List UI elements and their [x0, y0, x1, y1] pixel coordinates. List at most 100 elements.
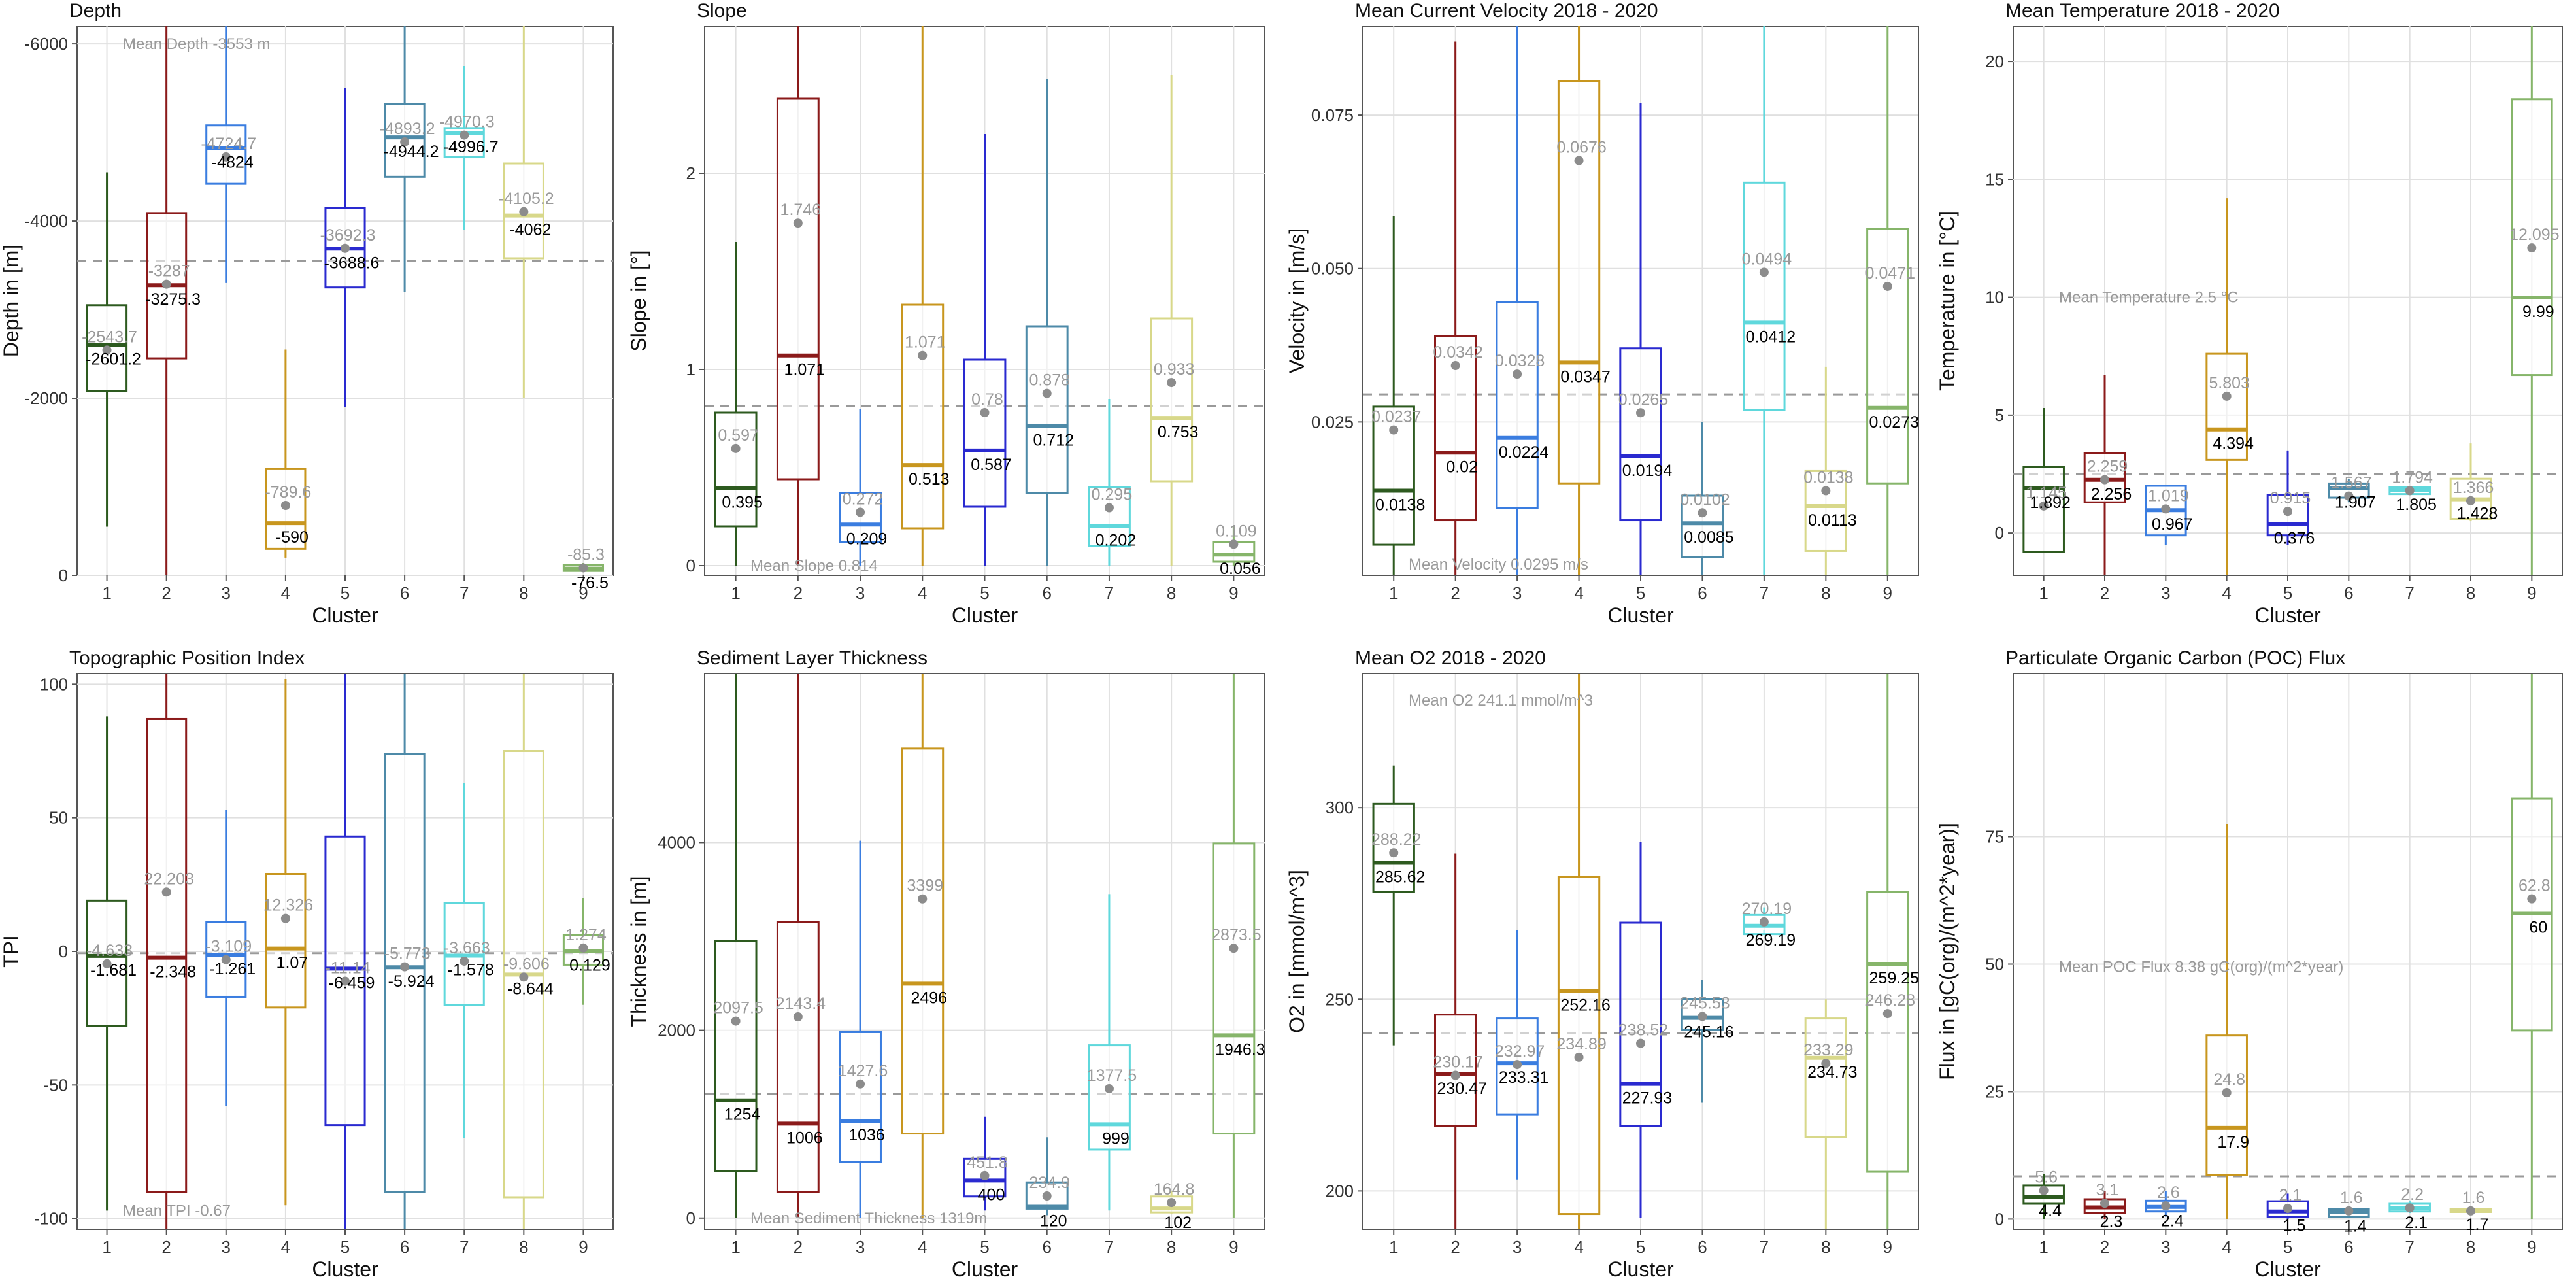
y-tick-label: 15 [1985, 169, 2004, 189]
mean-label: -3.109 [205, 938, 252, 956]
mean-point [2039, 501, 2049, 511]
box-iqr [1866, 228, 1909, 485]
y-tick-label: -100 [34, 1209, 68, 1229]
mean-point [341, 243, 350, 253]
y-tick-label: 0 [59, 942, 68, 961]
mean-label: -4.633 [86, 942, 133, 960]
box-cluster-5 [324, 88, 366, 407]
median-label: 285.62 [1375, 868, 1425, 886]
mean-point [1104, 503, 1114, 513]
median-label: 1.07 [276, 954, 309, 972]
mean-point [2222, 391, 2232, 401]
box-cluster-2 [1434, 853, 1477, 1229]
median-label: 0.02 [1446, 458, 1478, 476]
panel-8: Particulate Organic Carbon (POC) Flux025… [1935, 647, 2563, 1279]
median-label: 0.376 [2274, 530, 2315, 548]
box-cluster-7 [2388, 1201, 2431, 1214]
box-cluster-9 [1866, 674, 1909, 1229]
overall-mean-label: Mean O2 241.1 mmol/m^3 [1409, 692, 1593, 709]
y-tick-label: -6000 [25, 34, 69, 54]
median-label: -4824 [212, 153, 254, 171]
x-axis-title: Cluster [1607, 1257, 1674, 1279]
x-tick-label: 5 [980, 1237, 989, 1257]
y-tick-label: 50 [49, 808, 68, 828]
box-iqr [1557, 80, 1601, 485]
mean-label: 0.0342 [1433, 343, 1482, 362]
mean-label: 0.295 [1092, 486, 1133, 504]
mean-point [221, 152, 231, 162]
median-label: 102 [1164, 1214, 1192, 1232]
box-cluster-2 [146, 26, 188, 575]
mean-label: 2.2 [2401, 1185, 2424, 1204]
mean-label: 245.53 [1680, 994, 1730, 1012]
box-cluster-6 [1681, 980, 1724, 1103]
mean-point [1167, 378, 1177, 388]
panel-title: Mean Current Velocity 2018 - 2020 [1355, 0, 1658, 22]
box-cluster-8 [503, 26, 544, 399]
box-iqr [1088, 486, 1131, 547]
box-cluster-1 [714, 242, 758, 566]
mean-point [2405, 1203, 2415, 1213]
mean-label: 0.109 [1216, 522, 1257, 540]
mean-label: 0.597 [718, 426, 759, 445]
marks [705, 26, 1265, 566]
mean-label: 0.915 [2270, 489, 2311, 507]
box-iqr [1496, 301, 1539, 509]
x-tick-label: 8 [1821, 1237, 1830, 1257]
box-cluster-3 [1496, 26, 1539, 575]
median-label: -5.924 [388, 972, 435, 991]
median-label: 0.209 [846, 530, 888, 548]
box-iqr [839, 492, 882, 543]
y-axis-title: Flux in [gC(org)/(m^2*year)] [1935, 823, 1959, 1080]
box-cluster-1 [714, 674, 758, 1218]
mean-point [1759, 917, 1769, 927]
mean-label: 1.567 [2331, 474, 2372, 492]
x-tick-label: 7 [1760, 1237, 1769, 1257]
box-cluster-8 [1150, 75, 1194, 566]
mean-label: 1.366 [2453, 479, 2494, 497]
x-tick-label: 4 [281, 583, 290, 603]
median-label: 0.513 [909, 470, 950, 488]
median-label: 1006 [786, 1129, 823, 1147]
y-tick-label: 300 [1326, 798, 1354, 817]
median-label: 9.99 [2522, 303, 2554, 321]
y-axis-title: Slope in [°] [627, 250, 650, 351]
x-tick-label: 1 [102, 1237, 111, 1257]
x-axis-title: Cluster [312, 604, 378, 627]
mean-label: 233.29 [1803, 1041, 1853, 1059]
overall-mean-label: Mean Depth -3553 m [123, 35, 270, 53]
box-cluster-1 [1372, 765, 1415, 1046]
box-iqr [714, 411, 758, 528]
mean-label: 230.17 [1433, 1053, 1482, 1072]
y-tick-label: 5 [1995, 405, 2004, 425]
x-tick-label: 7 [1105, 583, 1114, 603]
x-tick-label: 8 [2466, 1237, 2475, 1257]
mean-label: 62.8 [2518, 877, 2551, 895]
mean-point [1104, 1083, 1114, 1093]
median-label: 120 [1040, 1212, 1067, 1231]
y-tick-label: -2000 [25, 388, 69, 408]
x-axis-title: Cluster [952, 604, 1018, 627]
median-label: 0.0224 [1499, 443, 1549, 462]
median-label: -1.261 [209, 960, 256, 978]
x-tick-label: 5 [341, 1237, 350, 1257]
y-tick-label: 20 [1985, 52, 2004, 71]
mean-label: 22.203 [144, 870, 193, 888]
y-tick-label: 25 [1985, 1082, 2004, 1101]
mean-point [1042, 1191, 1052, 1201]
median-label: -8.644 [507, 980, 554, 998]
box-cluster-1 [86, 716, 128, 1211]
box-cluster-4 [1557, 26, 1601, 575]
mean-point [1574, 156, 1584, 165]
median-label: -2.348 [150, 963, 196, 981]
x-tick-label: 5 [341, 583, 350, 603]
mean-label: 2097.5 [713, 999, 763, 1017]
mean-point [980, 408, 990, 417]
mean-point [161, 279, 171, 289]
mean-point [2161, 1201, 2171, 1211]
box-cluster-3 [205, 26, 247, 283]
y-tick-label: 50 [1985, 954, 2004, 974]
x-tick-label: 7 [460, 583, 469, 603]
box-cluster-6 [2328, 1206, 2370, 1218]
x-tick-label: 9 [1883, 583, 1892, 603]
